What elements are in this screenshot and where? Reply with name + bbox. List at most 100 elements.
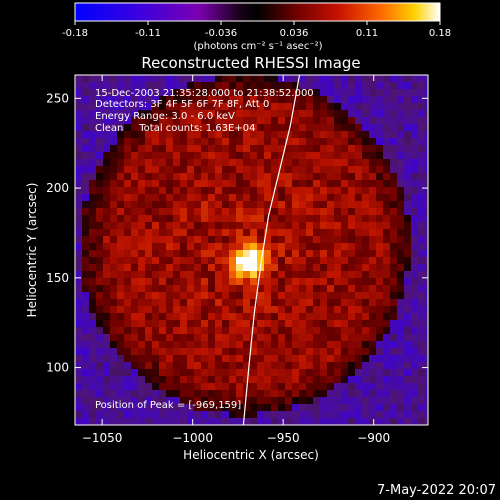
heatmap-cell [334,397,342,405]
heatmap-cell [187,138,195,146]
heatmap-cell [369,173,377,181]
heatmap-cell [208,166,216,174]
heatmap-cell [138,369,146,377]
heatmap-cell [418,124,426,132]
heatmap-cell [264,131,272,139]
heatmap-cell [390,145,398,153]
heatmap-cell [264,82,272,90]
heatmap-cell [411,222,419,230]
heatmap-cell [425,75,428,83]
heatmap-cell [250,187,258,195]
heatmap-cell [173,271,181,279]
heatmap-cell [418,152,426,160]
heatmap-cell [166,292,174,300]
heatmap-cell [131,348,139,356]
heatmap-cell [348,250,356,258]
heatmap-cell [124,257,132,265]
heatmap-cell [222,362,230,370]
heatmap-cell [159,362,167,370]
heatmap-cell [229,390,237,398]
heatmap-cell [75,383,83,391]
heatmap-cell [425,243,428,251]
heatmap-cell [397,264,405,272]
heatmap-cell [250,222,258,230]
heatmap-cell [397,103,405,111]
heatmap-cell [327,187,335,195]
heatmap-cell [397,110,405,118]
heatmap-cell [376,194,384,202]
y-tick-label: 100 [46,361,69,375]
heatmap-cell [103,194,111,202]
heatmap-cell [383,96,391,104]
heatmap-cell [292,138,300,146]
heatmap-cell [138,222,146,230]
heatmap-cell [313,243,321,251]
heatmap-cell [292,131,300,139]
heatmap-cell [159,201,167,209]
heatmap-cell [334,180,342,188]
heatmap-cell [348,299,356,307]
heatmap-cell [96,201,104,209]
heatmap-cell [292,278,300,286]
heatmap-cell [201,418,209,425]
heatmap-cell [327,173,335,181]
heatmap-cell [152,229,160,237]
heatmap-cell [264,145,272,153]
heatmap-cell [313,201,321,209]
heatmap-cell [397,355,405,363]
heatmap-cell [362,89,370,97]
heatmap-cell [89,117,97,125]
heatmap-cell [117,152,125,160]
heatmap-cell [292,180,300,188]
heatmap-cell [201,82,209,90]
heatmap-cell [313,369,321,377]
heatmap-cell [89,327,97,335]
heatmap-cell [285,376,293,384]
heatmap-cell [327,348,335,356]
heatmap-cell [334,355,342,363]
heatmap-cell [355,229,363,237]
heatmap-cell [96,390,104,398]
heatmap-cell [187,292,195,300]
heatmap-cell [299,159,307,167]
heatmap-cell [243,222,251,230]
heatmap-cell [264,355,272,363]
heatmap-cell [208,75,216,83]
heatmap-cell [376,117,384,125]
heatmap-cell [369,159,377,167]
heatmap-cell [313,229,321,237]
heatmap-cell [411,327,419,335]
heatmap-cell [264,75,272,83]
heatmap-cell [292,222,300,230]
heatmap-cell [376,292,384,300]
heatmap-cell [313,173,321,181]
heatmap-cell [327,103,335,111]
heatmap-cell [425,96,428,104]
heatmap-cell [383,187,391,195]
heatmap-cell [404,208,412,216]
heatmap-cell [313,341,321,349]
heatmap-cell [82,299,90,307]
heatmap-cell [201,299,209,307]
heatmap-cell [397,390,405,398]
heatmap-cell [418,418,426,425]
heatmap-cell [215,383,223,391]
heatmap-cell [264,159,272,167]
heatmap-cell [82,278,90,286]
heatmap-cell [341,250,349,258]
heatmap-cell [355,390,363,398]
heatmap-cell [201,285,209,293]
x-axis-label: Heliocentric X (arcsec) [183,448,319,462]
heatmap-cell [229,383,237,391]
heatmap-cell [313,180,321,188]
heatmap-cell [201,173,209,181]
heatmap-cell [425,341,428,349]
heatmap-cell [411,82,419,90]
heatmap-cell [250,180,258,188]
heatmap-cell [397,117,405,125]
heatmap-cell [82,131,90,139]
heatmap-cell [159,390,167,398]
heatmap-cell [117,145,125,153]
heatmap-cell [257,215,265,223]
heatmap-cell [250,327,258,335]
